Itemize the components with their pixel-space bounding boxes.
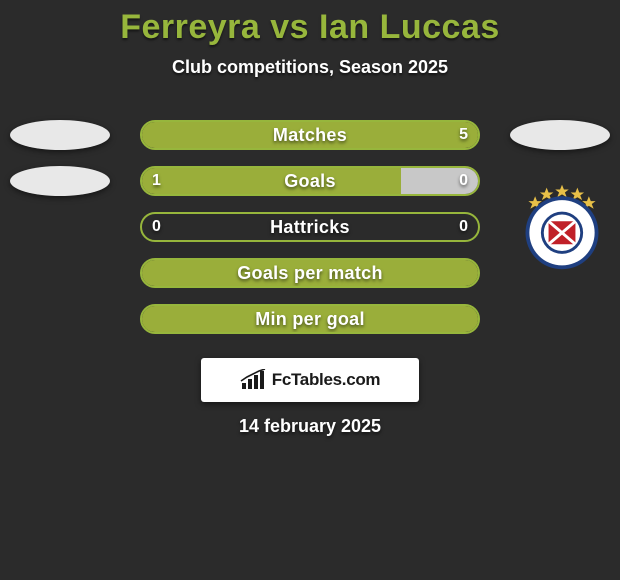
footer-date: 14 february 2025 [0, 416, 620, 437]
bar-track: Goals per match [140, 258, 480, 288]
stat-row-hattricks: 0 Hattricks 0 AS [0, 204, 620, 250]
bar-chart-icon [240, 369, 266, 391]
bar-track: 0 Hattricks 0 [140, 212, 480, 242]
page-subtitle: Club competitions, Season 2025 [0, 57, 620, 78]
placeholder-ellipse-right [510, 120, 610, 150]
stat-row-min-per-goal: Min per goal [0, 296, 620, 342]
placeholder-ellipse-left [10, 166, 110, 196]
brand-logo: FcTables.com [201, 358, 419, 402]
stat-label: Matches [142, 122, 478, 148]
stat-right-value: 5 [459, 122, 468, 148]
stat-label: Hattricks [142, 214, 478, 240]
stat-label: Min per goal [142, 306, 478, 332]
brand-text: FcTables.com [272, 370, 381, 390]
stat-row-goals-per-match: Goals per match [0, 250, 620, 296]
placeholder-ellipse-left [10, 120, 110, 150]
bar-track: Min per goal [140, 304, 480, 334]
bar-track: Matches 5 [140, 120, 480, 150]
stat-row-matches: Matches 5 [0, 112, 620, 158]
stat-label: Goals per match [142, 260, 478, 286]
bar-track: 1 Goals 0 [140, 166, 480, 196]
stat-right-value: 0 [459, 168, 468, 194]
stat-right-value: 0 [459, 214, 468, 240]
page-title: Ferreyra vs Ian Luccas [0, 8, 620, 47]
stat-label: Goals [142, 168, 478, 194]
comparison-infographic: Ferreyra vs Ian Luccas Club competitions… [0, 0, 620, 437]
